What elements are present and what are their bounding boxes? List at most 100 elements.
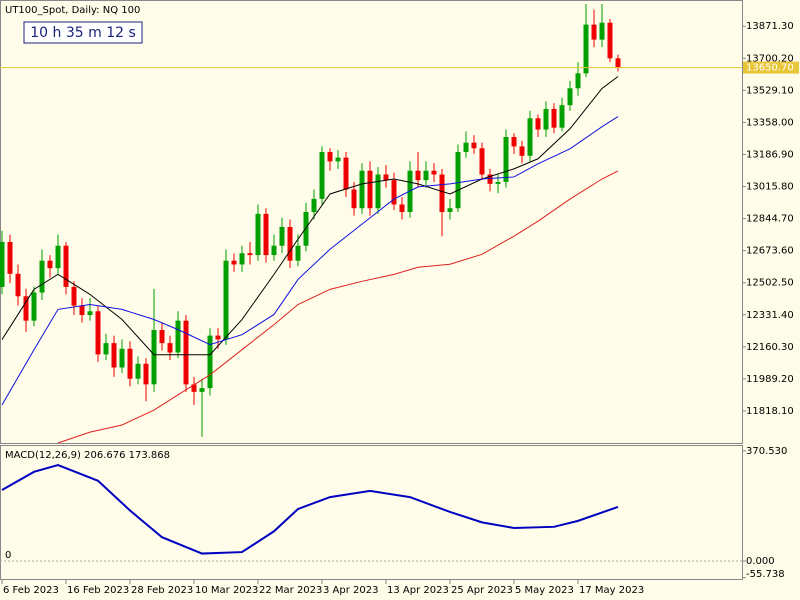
- candle-body: [0, 241, 5, 287]
- y-tick-label: 12844.70: [746, 214, 794, 225]
- y-tick-label: 0.000: [746, 556, 775, 567]
- candle-body: [543, 108, 549, 130]
- candle-body: [375, 174, 381, 209]
- y-tick-label: 370.530: [746, 446, 787, 457]
- x-tick-label: 22 Mar 2023: [259, 585, 322, 596]
- candle-body: [487, 174, 493, 184]
- candle-body: [207, 335, 213, 389]
- y-tick-label: -55.738: [746, 569, 785, 580]
- candle-body: [151, 330, 157, 385]
- candle-body: [607, 22, 613, 59]
- candle-body: [343, 157, 349, 190]
- candle-body: [79, 305, 85, 316]
- y-tick-label: 12502.50: [746, 278, 794, 289]
- candle-body: [471, 142, 477, 149]
- y-tick-label: 12160.30: [746, 342, 794, 353]
- candle-body: [15, 273, 21, 297]
- candle-body: [575, 73, 581, 89]
- x-tick-label: 17 May 2023: [579, 585, 644, 596]
- candle-body: [599, 22, 605, 40]
- candle-body: [335, 157, 341, 162]
- y-tick-label: 13015.80: [746, 182, 794, 193]
- x-tick-label: 25 Apr 2023: [451, 585, 513, 596]
- candle-body: [447, 208, 453, 212]
- candle-body: [271, 245, 277, 256]
- plot-area: [0, 3, 621, 444]
- candle-body: [383, 174, 389, 181]
- candle-body: [247, 253, 253, 256]
- candle-body: [311, 198, 317, 212]
- candle-body: [103, 343, 109, 355]
- candle-body: [127, 348, 133, 379]
- moving-average: [57, 170, 619, 444]
- candle-body: [95, 311, 101, 355]
- timer-box: [23, 21, 143, 44]
- candle-body: [111, 343, 117, 368]
- y-tick-label: 13358.00: [746, 117, 794, 128]
- candle-body: [119, 348, 125, 368]
- candle-body: [423, 170, 429, 181]
- candle-body: [87, 311, 93, 316]
- candle-body: [191, 384, 197, 392]
- moving-average: [1, 116, 619, 406]
- candle-body: [479, 148, 485, 175]
- candle-body: [55, 245, 61, 269]
- candle-body: [511, 137, 517, 147]
- y-tick-label: 13186.90: [746, 149, 794, 160]
- y-tick-label: 11818.10: [746, 406, 794, 417]
- x-tick-label: 5 May 2023: [515, 585, 574, 596]
- candle-body: [567, 88, 573, 106]
- candle-body: [319, 152, 325, 199]
- macd-title: MACD(12,26,9) 206.676 173.868: [5, 450, 170, 461]
- candle-body: [495, 181, 501, 184]
- candle-body: [63, 245, 69, 287]
- zero-level-label: 0: [5, 550, 11, 561]
- candle-body: [287, 226, 293, 261]
- candle-body: [39, 260, 45, 293]
- candle-body: [23, 296, 29, 321]
- macd-line: [1, 463, 619, 555]
- candle-body: [439, 174, 445, 212]
- candle-body: [135, 363, 141, 379]
- x-tick-label: 3 Apr 2023: [323, 585, 378, 596]
- chart-title: UT100_Spot, Daily: NQ 100: [5, 5, 140, 16]
- x-tick-label: 10 Mar 2023: [195, 585, 258, 596]
- candle-body: [231, 260, 237, 265]
- y-tick-label: 13700.20: [746, 53, 794, 64]
- candle-body: [143, 363, 149, 385]
- candle-body: [295, 245, 301, 261]
- x-tick-label: 6 Feb 2023: [3, 585, 59, 596]
- candle-body: [391, 180, 397, 205]
- candle-body: [215, 335, 221, 340]
- candle-body: [327, 152, 333, 162]
- candle-body: [263, 213, 269, 256]
- candle-body: [199, 388, 205, 392]
- macd-panel: [0, 445, 743, 580]
- candle-body: [431, 170, 437, 175]
- y-tick-label: 13871.30: [746, 21, 794, 32]
- candle-body: [175, 320, 181, 353]
- y-tick-label: 12331.40: [746, 310, 794, 321]
- candle-body: [223, 260, 229, 340]
- y-tick-label: 12673.60: [746, 246, 794, 257]
- candle-body: [167, 343, 173, 353]
- main-panel: [0, 0, 743, 444]
- candle-body: [463, 142, 469, 153]
- candle-body: [583, 24, 589, 74]
- candle-body: [7, 241, 13, 274]
- x-tick-label: 16 Feb 2023: [67, 585, 129, 596]
- price-label: 13650.70: [746, 63, 794, 74]
- candle-body: [255, 213, 261, 256]
- candle-body: [615, 58, 621, 68]
- candle-body: [503, 137, 509, 182]
- candle-body: [415, 170, 421, 181]
- candle-body: [183, 320, 189, 385]
- candle-body: [279, 226, 285, 246]
- x-tick-label: 28 Feb 2023: [131, 585, 193, 596]
- candle-body: [591, 24, 597, 40]
- candle-body: [159, 330, 165, 344]
- candle-body: [559, 105, 565, 128]
- y-tick-label: 13529.10: [746, 85, 794, 96]
